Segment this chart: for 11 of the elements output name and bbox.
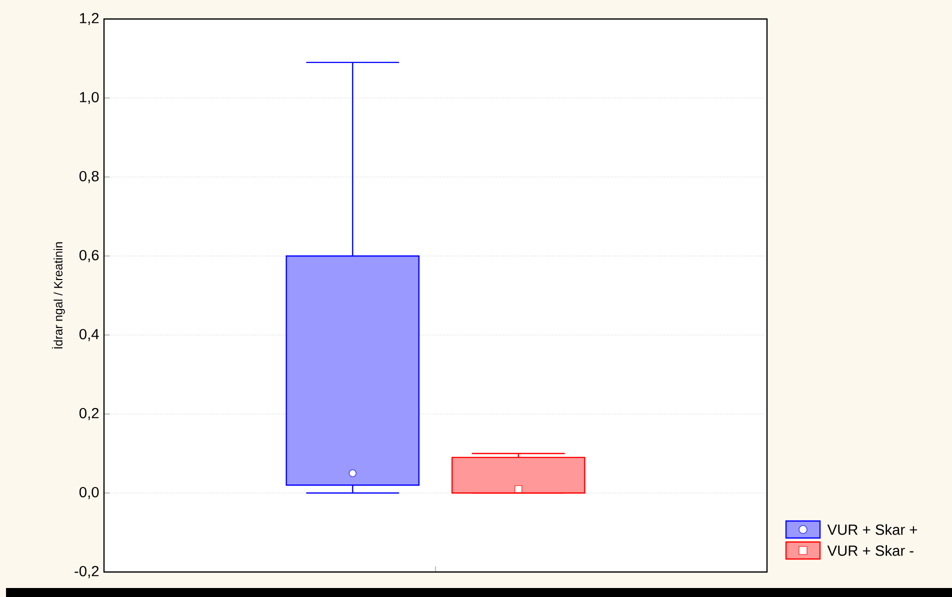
y-tick-label: 0,0 bbox=[79, 486, 99, 500]
y-axis-title: İdrar ngal / Kreatinin bbox=[52, 242, 65, 348]
y-tick-label: -0,2 bbox=[74, 566, 99, 578]
y-tick-label: 0,8 bbox=[79, 170, 99, 184]
y-tick-label: 1,0 bbox=[80, 92, 99, 104]
y-tick-label: 0,6 bbox=[79, 250, 99, 262]
legend-label: VUR + Skar - bbox=[827, 545, 914, 556]
y-tick-label: 1,2 bbox=[80, 12, 99, 26]
legend-label: VUR + Skar + bbox=[827, 524, 918, 535]
y-tick-label: 0,2 bbox=[79, 408, 99, 420]
y-tick-label: 0,4 bbox=[79, 328, 99, 342]
